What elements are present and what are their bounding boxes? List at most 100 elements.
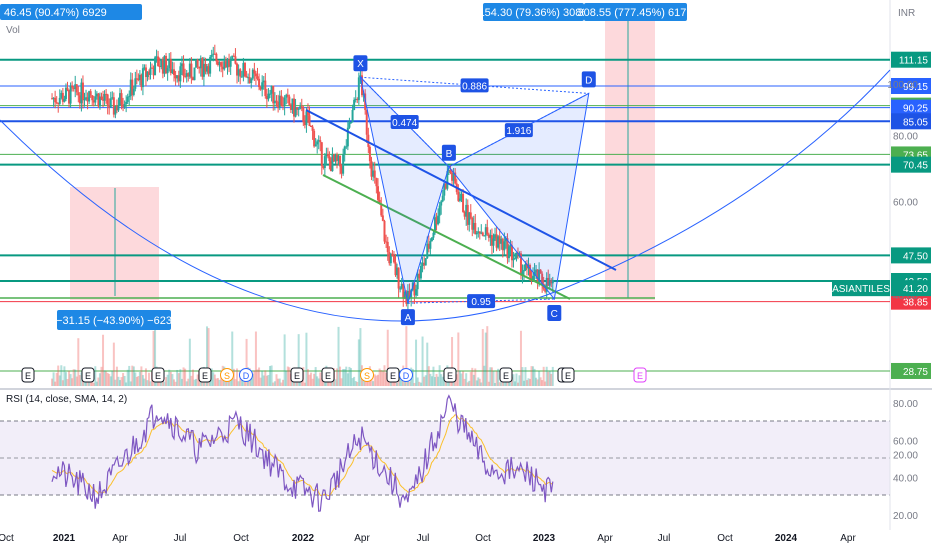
pattern-point-b[interactable]: B: [441, 144, 456, 161]
candle-body: [251, 69, 254, 79]
candle-body: [120, 93, 123, 105]
volume-bar: [490, 367, 493, 386]
volume-bar: [299, 381, 302, 386]
candle-body: [314, 144, 317, 147]
candle-body: [332, 154, 335, 162]
event-marker[interactable]: E: [443, 367, 457, 383]
candle-body: [354, 98, 357, 100]
volume-bar: [413, 382, 416, 386]
volume-bar: [245, 338, 248, 386]
candle-body: [270, 85, 273, 94]
symbol-header[interactable]: 46.45 (90.47%) 6929: [4, 7, 107, 19]
candle-body: [452, 172, 455, 181]
candle-body: [440, 201, 443, 206]
svg-text:A: A: [405, 313, 412, 324]
volume-bar: [275, 374, 278, 386]
candle-body: [137, 78, 140, 81]
volume-bar: [92, 382, 95, 386]
candle-body: [231, 55, 234, 61]
candle-body: [302, 107, 305, 123]
candle-body: [92, 100, 95, 103]
volume-bar: [503, 381, 506, 386]
volume-bar: [120, 377, 123, 386]
event-marker[interactable]: E: [561, 367, 575, 383]
candle-body: [413, 282, 416, 296]
candle-body: [185, 73, 188, 77]
event-marker[interactable]: E: [290, 367, 304, 383]
svg-text:1.916: 1.916: [506, 126, 531, 137]
pattern-point-d[interactable]: D: [581, 71, 596, 88]
pattern-point-x[interactable]: X: [353, 55, 368, 72]
volume-bar: [100, 366, 103, 386]
candle-body: [337, 155, 340, 161]
event-marker[interactable]: E: [151, 367, 165, 383]
event-marker[interactable]: D: [399, 368, 413, 382]
volume-bar: [486, 326, 489, 386]
candle-body: [108, 105, 111, 108]
volume-bar: [415, 339, 418, 386]
volume-bar: [466, 382, 469, 386]
volume-bar: [285, 370, 288, 386]
candle-body: [204, 63, 207, 72]
candle-body: [83, 99, 86, 101]
volume-bar: [206, 326, 209, 386]
event-marker[interactable]: E: [386, 367, 400, 383]
candle-body: [325, 154, 328, 157]
measure-zone-right[interactable]: [605, 18, 655, 300]
candle-body: [444, 183, 447, 189]
volume-bar: [146, 380, 149, 386]
volume-bar: [532, 366, 535, 386]
current-price-value: 41.20: [903, 284, 928, 295]
candle-body: [293, 98, 296, 117]
candle-body: [243, 62, 246, 77]
volume-bar: [111, 370, 114, 386]
volume-bar: [437, 376, 440, 386]
candle-body: [275, 100, 278, 102]
volume-bar: [529, 378, 532, 386]
volume-bar: [220, 377, 223, 386]
candle-body: [198, 66, 201, 69]
volume-bar: [126, 369, 129, 386]
volume-bar: [383, 365, 386, 386]
volume-bar: [123, 375, 126, 386]
candle-body: [484, 227, 487, 236]
event-marker[interactable]: S: [360, 368, 374, 382]
volume-bar: [388, 381, 391, 386]
candle-body: [216, 61, 219, 65]
time-axis[interactable]: Oct 2021 Apr Jul Oct 2022 Apr Jul Oct 2023 Apr Jul O…: [0, 533, 856, 544]
trendline-green[interactable]: [322, 174, 571, 300]
trendline-blue[interactable]: [305, 109, 617, 271]
svg-text:D: D: [585, 75, 592, 86]
candle-body: [538, 269, 541, 283]
event-marker[interactable]: E: [81, 367, 95, 383]
volume-bar: [308, 374, 311, 386]
volume-bar: [380, 370, 383, 386]
event-markers[interactable]: EEEESDEESEDEEEEE: [21, 367, 647, 383]
volume-bar: [326, 380, 329, 386]
volume-bar: [66, 378, 69, 386]
event-marker[interactable]: E: [21, 367, 35, 383]
event-marker[interactable]: E: [499, 367, 513, 383]
event-marker[interactable]: E: [321, 367, 335, 383]
arc-curve[interactable]: [0, 69, 891, 322]
event-marker[interactable]: S: [220, 368, 234, 382]
volume-bar: [480, 382, 483, 386]
volume-bar: [94, 366, 97, 386]
event-marker[interactable]: D: [239, 368, 253, 382]
pattern-point-a[interactable]: A: [400, 309, 415, 326]
candle-body: [68, 89, 71, 104]
xabcd-pattern[interactable]: 0.886 0.474 1.916 0.95 X A B C D: [353, 55, 596, 326]
event-marker[interactable]: E: [633, 367, 647, 383]
event-marker[interactable]: E: [198, 367, 212, 383]
volume-bar: [536, 379, 539, 386]
pattern-point-c[interactable]: C: [547, 305, 562, 322]
time-tick: Oct: [475, 533, 491, 544]
candle-body: [334, 155, 337, 162]
candle-body: [58, 97, 61, 104]
price-axis[interactable]: 111.1599.1591.0590.2585.0573.6570.4547.5…: [832, 51, 931, 462]
candle-body: [340, 166, 343, 174]
volume-bar: [535, 377, 538, 386]
volume-bar: [316, 376, 319, 386]
candle-body: [86, 97, 89, 102]
